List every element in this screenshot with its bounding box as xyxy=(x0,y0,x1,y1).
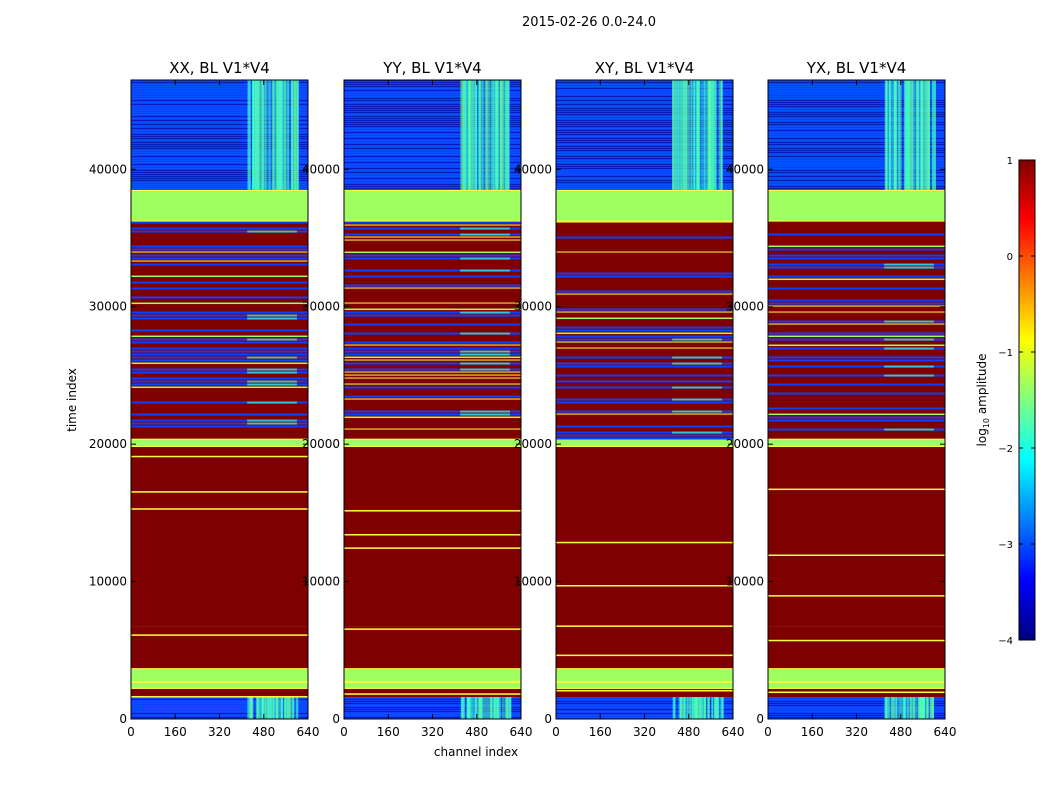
heatmap-image xyxy=(768,80,945,719)
y-tick-label: 10000 xyxy=(89,575,127,589)
panels: XX, BL V1*V4 0 160 320 480 640 0 10000 20000 3000… xyxy=(89,59,957,739)
y-tick-label: 20000 xyxy=(89,437,127,451)
y-tick-label: 0 xyxy=(332,712,340,726)
x-tick-label: 640 xyxy=(297,725,320,739)
heatmap-image xyxy=(556,80,733,719)
x-tick-label: 160 xyxy=(377,725,400,739)
region-mixed xyxy=(344,221,521,439)
x-tick-label: 320 xyxy=(421,725,444,739)
y-tick-label: 0 xyxy=(544,712,552,726)
region-saturated xyxy=(131,626,308,669)
region-flagged xyxy=(556,189,733,222)
x-tick-label: 0 xyxy=(340,725,348,739)
heatmap-image xyxy=(344,80,521,719)
x-axis-label: channel index xyxy=(434,745,518,759)
y-tick-label: 30000 xyxy=(89,300,127,314)
y-tick-label: 10000 xyxy=(302,575,340,589)
region-flagged xyxy=(556,668,733,682)
region-flagged xyxy=(768,189,945,222)
colorbar-label: log10 amplitude xyxy=(975,354,991,447)
y-tick-label: 30000 xyxy=(302,300,340,314)
y-tick-label: 30000 xyxy=(514,300,552,314)
colorbar-tick-label: −4 xyxy=(998,636,1013,647)
colorbar-tick-label: −2 xyxy=(998,444,1013,455)
panel-title: YX, BL V1*V4 xyxy=(806,59,907,77)
x-tick-label: 0 xyxy=(552,725,560,739)
y-tick-label: 40000 xyxy=(514,162,552,176)
figure-suptitle: 2015-02-26 0.0-24.0 xyxy=(522,15,656,30)
panel-3: YX, BL V1*V4 0 160 320 480 640 0 10000 20000 3000… xyxy=(726,59,957,739)
region-saturated xyxy=(556,688,733,698)
panel-2: XY, BL V1*V4 0 160 320 480 640 0 10000 20000 3000… xyxy=(514,59,745,739)
region-flagged xyxy=(344,668,521,682)
region-flagged xyxy=(556,681,733,689)
region-flagged xyxy=(556,438,733,447)
y-tick-label: 20000 xyxy=(302,437,340,451)
panel-0: XX, BL V1*V4 0 160 320 480 640 0 10000 20000 3000… xyxy=(89,59,320,739)
x-tick-label: 160 xyxy=(801,725,824,739)
region-flagged xyxy=(344,189,521,222)
region-flagged xyxy=(131,438,308,447)
region-flagged xyxy=(131,189,308,222)
x-tick-label: 0 xyxy=(764,725,772,739)
x-tick-label: 0 xyxy=(127,725,135,739)
region-flagged xyxy=(768,668,945,682)
region-saturated xyxy=(768,626,945,669)
region-flagged xyxy=(768,681,945,689)
region-saturated xyxy=(344,626,521,669)
y-tick-label: 0 xyxy=(756,712,764,726)
panel-1: YY, BL V1*V4 0 160 320 480 640 0 10000 20000 3000… xyxy=(302,59,533,739)
y-tick-label: 0 xyxy=(119,712,127,726)
panel-title: XY, BL V1*V4 xyxy=(595,59,695,77)
x-tick-label: 320 xyxy=(845,725,868,739)
y-tick-label: 30000 xyxy=(726,300,764,314)
region-flagged xyxy=(131,668,308,682)
panel-title: YY, BL V1*V4 xyxy=(382,59,481,77)
region-saturated xyxy=(768,446,945,627)
x-tick-label: 320 xyxy=(633,725,656,739)
colorbar-label-rest: amplitude xyxy=(975,354,989,418)
panel-title: XX, BL V1*V4 xyxy=(169,59,270,77)
x-tick-label: 480 xyxy=(465,725,488,739)
y-tick-label: 40000 xyxy=(89,162,127,176)
x-tick-label: 640 xyxy=(722,725,745,739)
colorbar-tick-label: −1 xyxy=(998,348,1013,359)
y-tick-label: 10000 xyxy=(726,575,764,589)
region-saturated xyxy=(344,446,521,627)
y-tick-label: 20000 xyxy=(514,437,552,451)
region-saturated xyxy=(556,446,733,627)
x-tick-label: 480 xyxy=(252,725,275,739)
heatmap-image xyxy=(131,80,308,719)
colorbar: 10−1−2−3−4 log10 amplitude xyxy=(975,156,1036,647)
x-tick-label: 320 xyxy=(208,725,231,739)
x-tick-label: 160 xyxy=(164,725,187,739)
region-mixed xyxy=(768,221,945,439)
colorbar-tick-label: 0 xyxy=(1007,252,1013,263)
region-saturated xyxy=(131,446,308,627)
region-flagged xyxy=(768,438,945,447)
region-saturated xyxy=(344,688,521,698)
y-tick-label: 20000 xyxy=(726,437,764,451)
x-tick-label: 480 xyxy=(889,725,912,739)
region-flagged xyxy=(344,681,521,689)
y-tick-label: 40000 xyxy=(726,162,764,176)
region-saturated xyxy=(556,626,733,669)
region-saturated xyxy=(131,688,308,698)
colorbar-ticks: 1 0 −1 −2 −3 −4 xyxy=(998,156,1035,647)
region-flagged xyxy=(344,438,521,447)
y-axis-label: time index xyxy=(65,368,79,432)
colorbar-tick-label: 1 xyxy=(1007,156,1013,167)
colorbar-label-subscript: 10 xyxy=(982,418,991,428)
colorbar-tick-label: −3 xyxy=(998,540,1013,551)
y-tick-label: 40000 xyxy=(302,162,340,176)
x-tick-label: 640 xyxy=(510,725,533,739)
x-tick-label: 640 xyxy=(934,725,957,739)
x-tick-label: 480 xyxy=(677,725,700,739)
y-tick-label: 10000 xyxy=(514,575,552,589)
region-flagged xyxy=(131,681,308,689)
colorbar-gradient xyxy=(1018,159,1036,641)
x-tick-label: 160 xyxy=(589,725,612,739)
colorbar-label-log: log xyxy=(975,428,989,446)
